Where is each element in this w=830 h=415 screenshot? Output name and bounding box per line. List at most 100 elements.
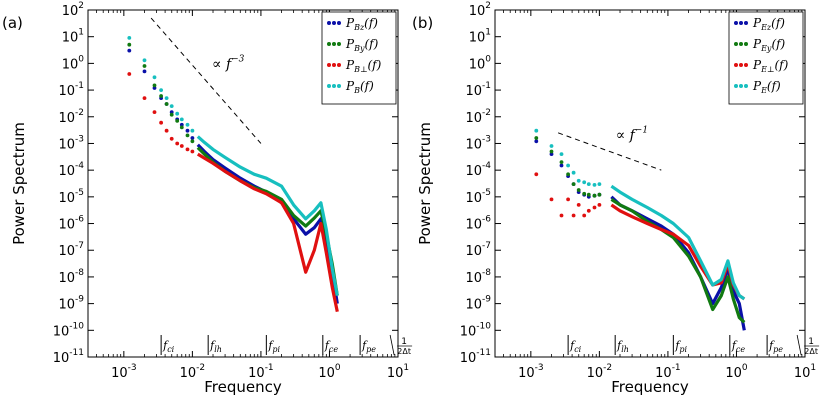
panel-label: (a) [2,14,23,32]
data-point [175,119,180,123]
series-curve [196,146,339,296]
legend-marker [744,84,748,88]
legend-marker [744,42,748,46]
data-point [559,163,564,168]
legend-marker [327,84,331,88]
data-point [571,213,576,218]
series-curve [196,152,339,313]
y-tick-label: 102 [469,1,491,19]
data-point [582,180,587,185]
nyquist-denominator: 2Δt [804,347,818,356]
legend-marker [327,21,331,25]
frequency-marker-label: fci [569,339,582,354]
legend-item: PB⊥(f) [327,58,382,74]
data-point [142,69,147,74]
legend: PBz(f) PBy(f) PB⊥(f) PB(f) [321,11,397,105]
data-point [597,203,602,207]
series-curve [610,184,746,301]
y-tick-label: 10-4 [58,161,84,179]
y-tick-label: 100 [469,54,492,72]
data-point [534,128,539,133]
x-tick-label: 101 [794,363,816,381]
legend-marker [337,84,341,88]
data-point [566,163,570,168]
y-tick-label: 10-10 [460,321,492,339]
data-point [582,191,587,196]
series-curve [610,198,746,324]
y-tick-label: 10-9 [465,295,491,313]
legend-marker [337,63,341,67]
data-point [127,48,132,53]
legend-marker [734,63,738,67]
data-point [127,42,132,47]
nyquist-separator [389,334,395,356]
data-point [159,94,164,98]
series-curve [196,135,339,296]
data-point [566,197,570,202]
plot-frame [494,9,806,358]
legend-marker [734,42,738,46]
data-point [185,133,190,138]
legend-label: PB(f) [345,79,374,95]
y-tick-label: 10-5 [465,188,491,206]
legend-marker [327,42,331,46]
data-point [159,88,164,92]
data-point [175,111,180,116]
reference-slope-label: ∝ f−3 [212,55,245,73]
legend-marker [734,84,738,88]
y-tick-label: 10-5 [58,188,84,206]
x-tick-label: 10-1 [248,363,274,381]
nyquist-denominator: 2Δt [397,347,411,356]
legend-box [321,11,397,105]
legend-box [728,11,804,105]
legend-marker [744,63,748,67]
y-axis-label: Power Spectrum [10,122,28,245]
frequency-marker-label: fce [324,339,339,354]
data-point [592,183,597,187]
panel-a: (a) Power Spectrum Frequency 10-3 10-2 10-1 10… [2,1,413,396]
data-point [127,36,132,40]
legend-item: PB(f) [327,79,374,95]
data-point [586,208,591,213]
nyquist-separator [796,334,802,356]
y-tick-label: 10-4 [465,161,491,179]
legend-marker [337,21,341,25]
x-axis-label: Frequency [611,378,689,396]
data-point [152,83,157,88]
data-point [190,128,195,133]
data-point [142,96,147,100]
data-point [586,192,591,197]
data-point [190,136,195,140]
series-1 [127,42,339,296]
data-point [185,147,190,152]
series-2 [127,72,339,313]
legend-item: PEy(f) [734,37,786,53]
y-tick-label: 100 [62,54,85,72]
data-point [169,136,174,141]
y-axis-label: Power Spectrum [416,122,434,245]
data-point [175,141,180,146]
data-point [534,136,539,140]
panel-b: (b) Power Spectrum Frequency 10-3 10-2 10-1 10… [412,1,820,396]
y-tick-label: 10-11 [460,348,491,366]
series-3 [534,128,746,301]
data-point [152,110,157,114]
panel-label: (b) [412,14,433,32]
data-point [549,149,554,154]
data-point [576,178,581,183]
reference-slope-line [150,17,262,144]
frequency-marker-label: fpe [361,339,376,354]
legend-label: PE(f) [752,79,781,95]
y-tick-label: 10-1 [58,81,84,99]
x-tick-label: 10-2 [180,363,206,381]
legend-item: PBz(f) [327,16,378,32]
legend-label: PBz(f) [345,16,378,32]
data-point [576,203,581,207]
frequency-marker-label: fpi [674,339,687,354]
legend-marker [739,42,743,46]
data-point [576,188,581,192]
x-tick-label: 101 [387,363,409,381]
y-tick-label: 10-3 [465,134,491,152]
data-point [549,197,554,202]
